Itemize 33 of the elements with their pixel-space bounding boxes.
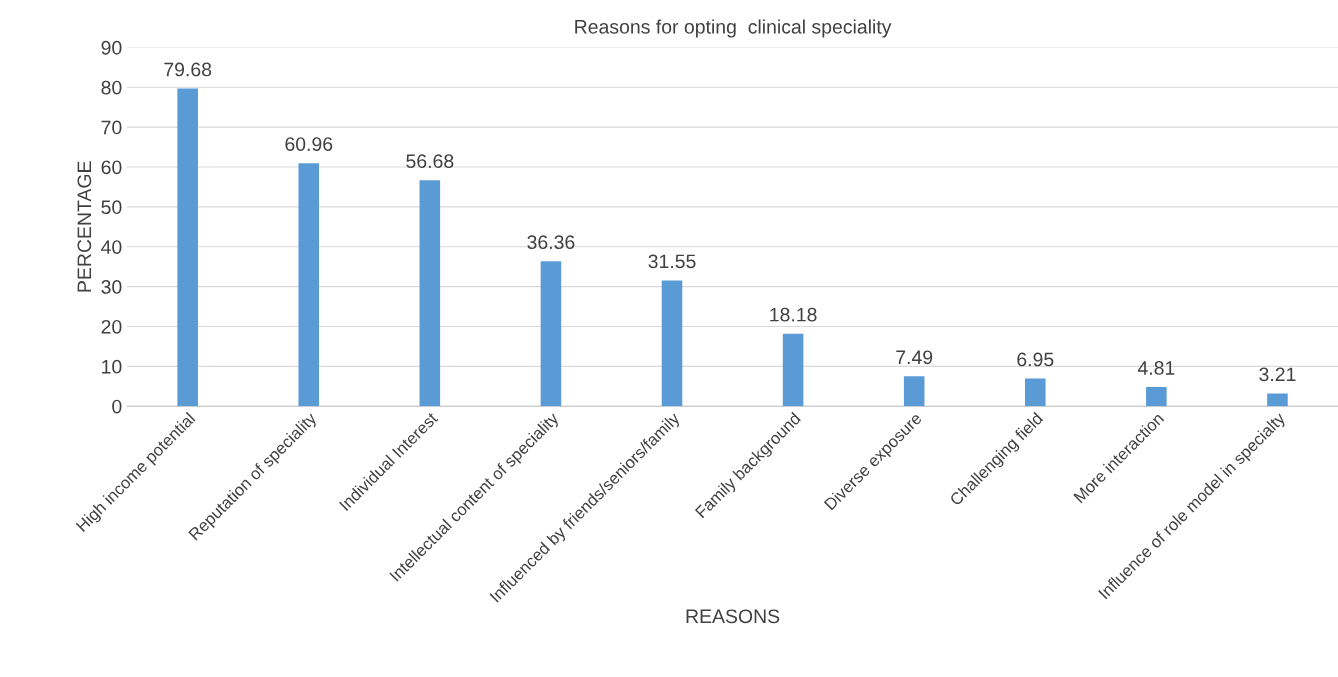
data-label: 18.18 <box>770 307 817 322</box>
bar <box>1146 387 1167 407</box>
bar <box>1267 393 1288 407</box>
bar <box>903 376 925 407</box>
data-label: 60.96 <box>285 137 333 151</box>
bar <box>298 163 320 407</box>
bar <box>661 280 683 407</box>
data-label: 3.21 <box>1259 367 1296 382</box>
bar <box>1024 378 1046 407</box>
y-tick-label: 70 <box>101 120 122 135</box>
bar <box>782 333 804 407</box>
x-axis-title: REASONS <box>686 609 780 624</box>
data-label: 31.55 <box>648 254 696 269</box>
chart-title: Reasons for opting clinical speciality <box>575 19 892 38</box>
data-label: 7.49 <box>896 350 933 365</box>
data-label: 4.81 <box>1137 361 1175 375</box>
data-label: 79.68 <box>164 62 212 77</box>
y-tick-label: 90 <box>101 40 122 55</box>
y-tick-label: 10 <box>102 359 122 374</box>
y-tick-label: 0 <box>112 399 122 414</box>
y-tick-label: 80 <box>101 80 122 95</box>
bar <box>540 261 562 407</box>
y-tick-label: 60 <box>101 160 122 175</box>
bar <box>177 88 198 407</box>
data-label: 36.36 <box>527 235 575 250</box>
y-tick-label: 50 <box>101 200 122 215</box>
y-tick-label: 30 <box>101 280 122 294</box>
y-axis-title: PERCENTAGE <box>77 161 92 292</box>
y-tick-label: 40 <box>101 240 122 254</box>
y-tick-label: 20 <box>101 319 122 334</box>
data-label: 6.95 <box>1017 352 1054 367</box>
data-label: 56.68 <box>406 154 454 169</box>
bar <box>419 180 441 407</box>
